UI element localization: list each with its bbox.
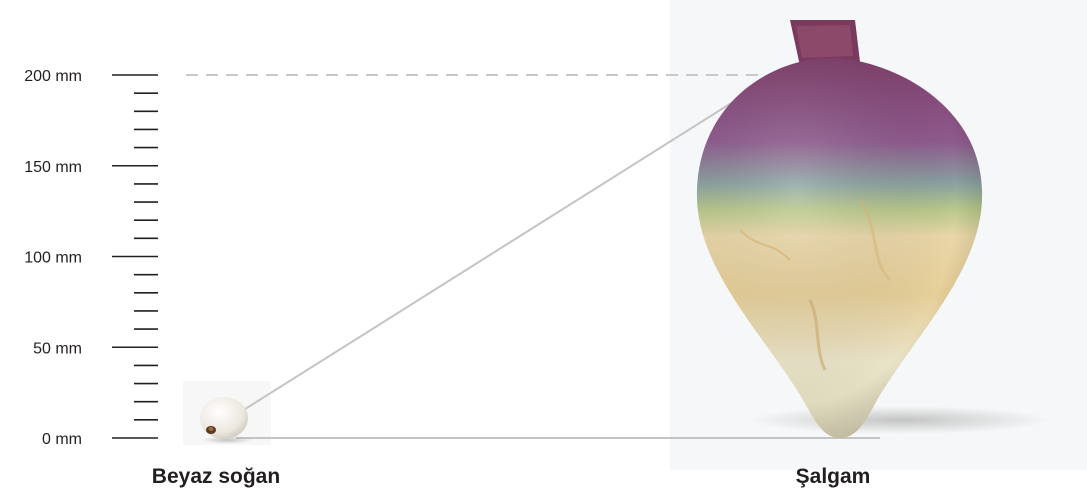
connector-line-top <box>219 89 753 426</box>
tick-label: 200 mm <box>24 68 82 85</box>
onion-image <box>200 397 253 444</box>
tick-label: 50 mm <box>33 340 82 357</box>
measurement-ruler: 0 mm 50 mm 100 mm 150 mm 200 mm <box>24 68 158 448</box>
tick-label: 0 mm <box>42 431 82 448</box>
turnip-label: Şalgam <box>796 465 871 488</box>
tick-label: 100 mm <box>24 250 82 267</box>
tick-label: 150 mm <box>24 159 82 176</box>
onion-label: Beyaz soğan <box>152 465 280 488</box>
turnip-image <box>696 20 1050 438</box>
